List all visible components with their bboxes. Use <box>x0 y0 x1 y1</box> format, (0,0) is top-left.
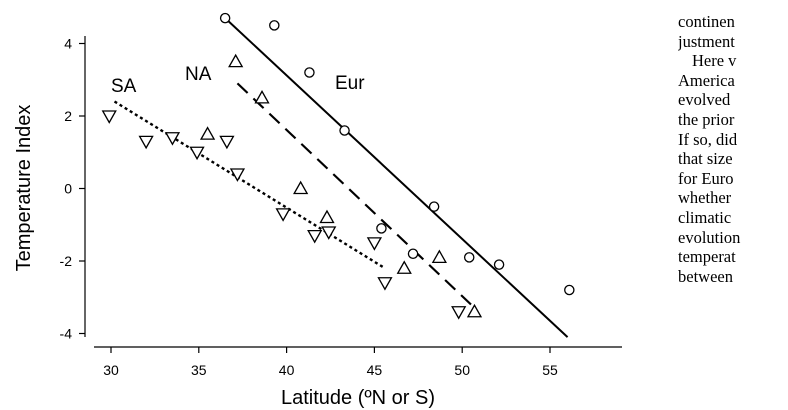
side-text-line: continen <box>678 12 735 31</box>
data-point-eur <box>219 12 231 24</box>
data-point-eur <box>407 248 419 259</box>
side-text-line: evolved <box>678 90 731 110</box>
series-label-sa: SA <box>111 76 137 97</box>
series-label-na: NA <box>185 64 212 85</box>
side-text-line: temperat <box>678 247 736 267</box>
side-text-line: Here v <box>692 51 737 71</box>
data-point-sa <box>164 132 181 146</box>
axes <box>84 36 622 348</box>
x-ticks: 30 35 40 45 50 55 <box>103 347 558 378</box>
x-tick-label: 35 <box>191 362 207 378</box>
x-tick-label: 40 <box>279 362 295 378</box>
data-point-sa <box>451 306 467 320</box>
data-point-na <box>199 126 216 140</box>
data-point-eur <box>269 20 280 31</box>
side-text-line: America <box>678 70 735 90</box>
data-point-sa <box>189 146 205 161</box>
x-tick-label: 45 <box>367 362 383 378</box>
series-labels: Eur NA SA <box>111 64 365 97</box>
data-point-sa <box>219 135 235 150</box>
data-point-na <box>293 180 309 195</box>
side-text-line: the prior <box>678 109 735 129</box>
y-tick-label: 2 <box>64 108 72 124</box>
data-point-na <box>319 209 335 224</box>
data-point-eur <box>376 223 387 234</box>
data-point-na <box>396 260 412 274</box>
data-point-eur <box>564 284 575 296</box>
data-point-sa <box>229 168 246 182</box>
side-text-line: climatic <box>678 207 732 227</box>
y-axis-label: Temperature Index <box>13 105 35 272</box>
data-point-sa <box>275 208 291 222</box>
fit-lines <box>113 17 569 338</box>
data-point-na <box>228 53 244 68</box>
fit-line-na <box>236 82 472 306</box>
data-point-sa <box>101 110 117 124</box>
data-point-na <box>431 249 447 264</box>
data-point-na <box>254 90 270 104</box>
series-label-eur: Eur <box>335 73 365 94</box>
y-tick-label: -4 <box>60 326 73 342</box>
x-tick-label: 50 <box>454 362 470 378</box>
side-text-line: between <box>678 266 733 286</box>
data-point-eur <box>304 67 315 78</box>
side-text-line: that size <box>678 149 733 169</box>
x-axis-label: Latitude (ºN or S) <box>281 387 435 409</box>
data-point-eur <box>428 201 440 212</box>
y-tick-label: 4 <box>64 36 72 52</box>
fit-line-eur <box>224 17 569 338</box>
data-point-eur <box>493 259 505 270</box>
data-point-sa <box>321 226 337 240</box>
y-tick-label: -2 <box>60 253 73 269</box>
data-points <box>101 12 575 320</box>
temperature-latitude-chart: 4 2 0 -2 -4 30 35 40 45 50 55 Eur NA SA Latitude (º… <box>13 12 622 409</box>
side-text-line: for Euro <box>678 168 734 188</box>
data-point-sa <box>138 135 154 150</box>
y-ticks: 4 2 0 -2 -4 <box>60 36 85 342</box>
x-tick-label: 55 <box>542 362 558 378</box>
side-text-line: justment <box>678 31 735 51</box>
side-text-column: continen justment Here v America evolved… <box>678 12 788 410</box>
x-tick-label: 30 <box>103 362 119 378</box>
data-point-eur <box>339 125 350 136</box>
data-point-sa <box>377 277 393 291</box>
data-point-eur <box>463 252 475 263</box>
data-point-na <box>466 303 483 318</box>
side-text-line: evolution <box>678 227 741 247</box>
side-text-line: whether <box>678 188 732 208</box>
fit-line-sa <box>113 100 386 270</box>
data-point-sa <box>307 229 323 244</box>
y-tick-label: 0 <box>64 181 72 197</box>
side-text-line: If so, did <box>678 129 738 149</box>
data-point-sa <box>366 237 383 251</box>
